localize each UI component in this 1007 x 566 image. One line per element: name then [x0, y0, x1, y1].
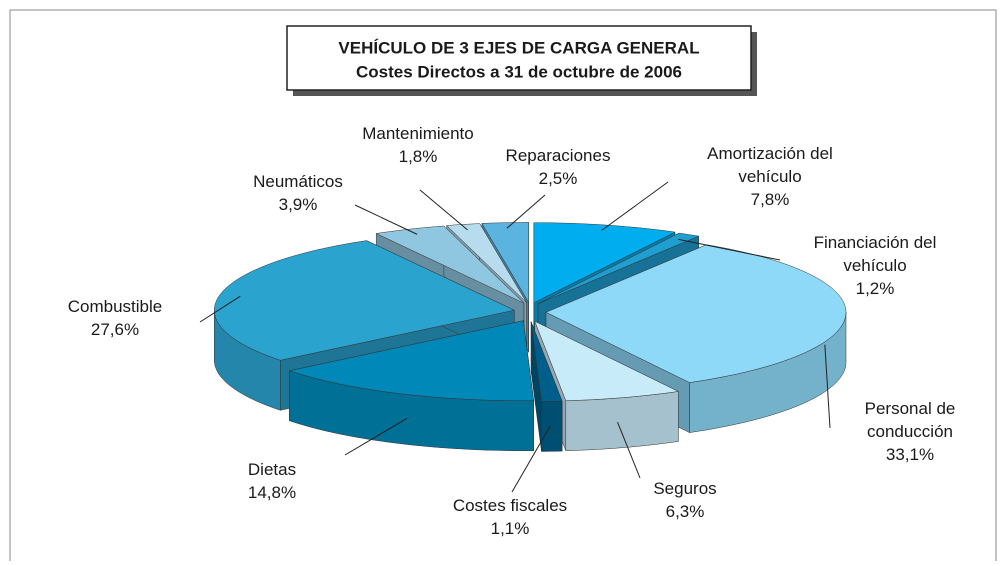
leader-line: [678, 238, 781, 261]
category-line: vehículo: [738, 167, 801, 186]
value-label: 7,8%: [751, 190, 790, 209]
leader-line: [511, 425, 551, 493]
slice-group: [530, 321, 563, 452]
slice: [375, 225, 525, 304]
value-label: 1,1%: [491, 519, 530, 538]
slice-label: Costes fiscales 1,1%: [453, 496, 567, 538]
value-label: 1,2%: [856, 279, 895, 298]
slice-label: Seguros 6,3%: [653, 479, 716, 521]
value-label: 3,9%: [279, 195, 318, 214]
category-label: Amortización del vehículo: [707, 144, 833, 186]
slice: [481, 222, 529, 304]
leader-line: [354, 204, 418, 235]
slice: [214, 240, 516, 361]
slice-label: Combustible 27,6%: [68, 297, 163, 339]
category-line: Costes fiscales: [453, 496, 567, 515]
category-line: Seguros: [653, 479, 716, 498]
value-label: 14,8%: [248, 483, 296, 502]
slice: [534, 320, 680, 401]
category-line: Combustible: [68, 297, 163, 316]
slice-label: Personal de conducción 33,1%: [865, 399, 956, 464]
leader-line: [824, 344, 831, 429]
slice: [530, 321, 563, 402]
value-label: 27,6%: [91, 320, 139, 339]
slice: [545, 244, 847, 383]
chart-subtitle: Costes Directos a 31 de octubre de 2006: [356, 62, 682, 81]
slice: [533, 222, 676, 304]
category-line: Dietas: [248, 460, 296, 479]
leader-line: [506, 194, 546, 229]
slice-label: Amortización del vehículo 7,8%: [707, 144, 833, 209]
category-label: Combustible: [68, 297, 163, 316]
chart-title: VEHÍCULO DE 3 EJES DE CARGA GENERAL: [338, 38, 699, 57]
slice: [288, 320, 534, 401]
leader-line: [344, 417, 408, 456]
leader-line: [199, 295, 241, 323]
value-label: 33,1%: [886, 445, 934, 464]
category-label: Dietas: [248, 460, 296, 479]
category-line: Personal de: [865, 399, 956, 418]
value-label: 1,8%: [399, 147, 438, 166]
category-line: conducción: [867, 422, 953, 441]
category-label: Personal de conducción: [865, 399, 956, 441]
leader-line: [419, 189, 468, 231]
slice-label: Reparaciones 2,5%: [506, 146, 611, 188]
slice-label: Mantenimiento 1,8%: [362, 124, 474, 166]
slice: [537, 232, 700, 304]
leader-line: [617, 422, 641, 479]
category-label: Seguros: [653, 479, 716, 498]
category-label: Costes fiscales: [453, 496, 567, 515]
category-label: Reparaciones: [506, 146, 611, 165]
category-label: Mantenimiento: [362, 124, 474, 143]
category-line: Mantenimiento: [362, 124, 474, 143]
category-label: Neumáticos: [253, 172, 343, 191]
slice-group: [288, 320, 534, 451]
slice-label: Dietas 14,8%: [248, 460, 296, 502]
category-line: Reparaciones: [506, 146, 611, 165]
slice-rim: [541, 400, 563, 452]
category-line: Amortización del: [707, 144, 833, 163]
slice: [446, 223, 527, 303]
slice-label: Financiación del vehículo 1,2%: [814, 233, 937, 298]
value-label: 2,5%: [539, 169, 578, 188]
frame: [9, 9, 997, 566]
title-box: [286, 25, 752, 91]
category-line: Neumáticos: [253, 172, 343, 191]
value-label: 6,3%: [666, 502, 705, 521]
category-line: Financiación del: [814, 233, 937, 252]
category-label: Financiación del vehículo: [814, 233, 937, 275]
category-line: vehículo: [843, 256, 906, 275]
leader-line: [601, 181, 669, 231]
slice-label: Neumáticos 3,9%: [253, 172, 343, 214]
